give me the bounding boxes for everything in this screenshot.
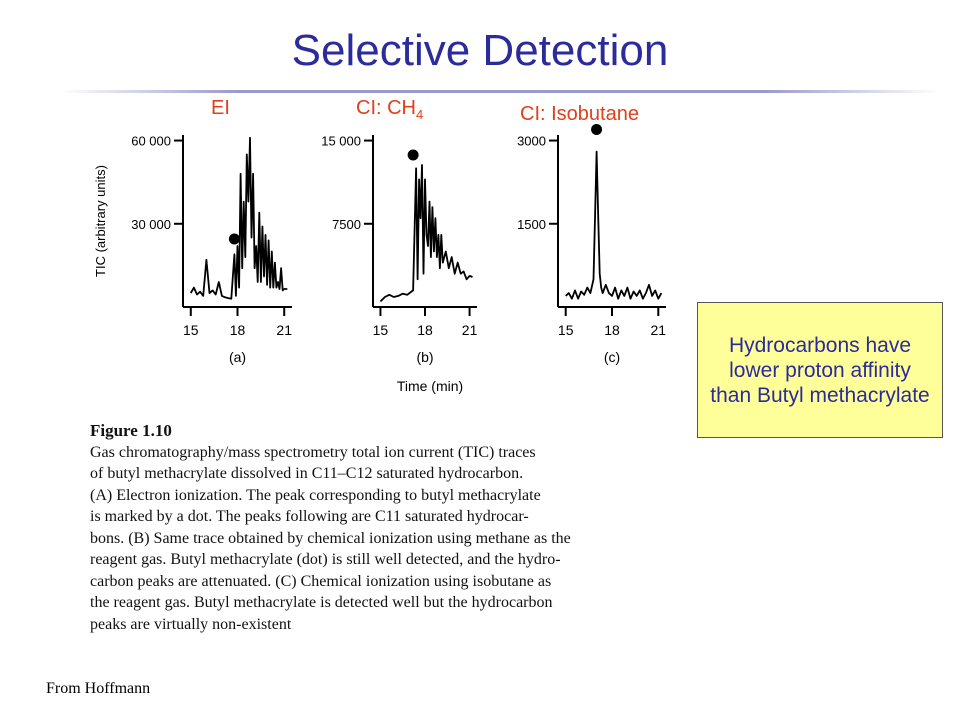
butyl-methacrylate-marker [228, 233, 240, 245]
series-line [190, 136, 288, 300]
panel-label: (c) [604, 349, 620, 365]
source-credit: From Hoffmann [46, 680, 151, 697]
x-tick-label: 15 [558, 322, 574, 338]
x-tick-label: 15 [183, 322, 199, 338]
y-tick-label: 30 000 [131, 217, 171, 232]
y-tick-label: 60 000 [131, 134, 171, 149]
ion-label-ch4: CI: CH4 [356, 97, 423, 122]
ion-label-isobutane: CI: Isobutane [520, 103, 639, 125]
butyl-methacrylate-marker [407, 149, 419, 161]
butyl-methacrylate-marker [591, 123, 603, 135]
y-tick-label: 7500 [332, 217, 361, 232]
caption-line: carbon peaks are attenuated. (C) Chemica… [90, 572, 552, 590]
title-underline [60, 90, 940, 93]
caption-line: of butyl methacrylate dissolved in C11–C… [90, 465, 524, 482]
panel-label: (a) [229, 349, 246, 365]
x-tick-label: 18 [417, 322, 433, 338]
caption-line: is marked by a dot. The peaks following … [90, 508, 529, 525]
caption-line: peaks are virtually non-existent [90, 615, 292, 633]
caption-line: Gas chromatography/mass spectrometry tot… [90, 443, 536, 461]
caption-line: (A) Electron ionization. The peak corres… [90, 486, 541, 504]
panel-label: (b) [416, 349, 433, 365]
x-tick-label: 15 [373, 322, 389, 338]
x-tick-label: 18 [604, 322, 620, 338]
series-line [565, 150, 663, 300]
caption-title: Figure 1.10 [90, 421, 172, 440]
x-tick-label: 21 [650, 322, 666, 338]
y-axis-label: TIC (arbitrary units) [93, 165, 108, 277]
ion-label-ch4-subscript: 4 [416, 107, 424, 122]
caption-line: the reagent gas. Butyl methacrylate is d… [90, 594, 553, 611]
caption-line: reagent gas. Butyl methacrylate (dot) is… [90, 551, 561, 568]
note-box: Hydrocarbons have lower proton affinity … [697, 302, 943, 438]
x-tick-label: 21 [462, 322, 478, 338]
ion-label-ei: EI [211, 97, 230, 119]
figure-caption: Figure 1.10 Gas chromatography/mass spec… [90, 420, 672, 635]
y-tick-label: 1500 [517, 217, 546, 232]
x-tick-label: 21 [276, 322, 292, 338]
series-line [379, 164, 473, 303]
x-axis-label: Time (min) [397, 378, 463, 394]
y-tick-label: 15 000 [321, 134, 361, 149]
x-tick-label: 18 [230, 322, 246, 338]
slide-title: Selective Detection [291, 26, 669, 75]
y-tick-label: 3000 [517, 134, 546, 149]
ion-label-ch4-text: CI: CH [356, 97, 416, 119]
caption-line: bons. (B) Same trace obtained by chemica… [90, 529, 571, 547]
